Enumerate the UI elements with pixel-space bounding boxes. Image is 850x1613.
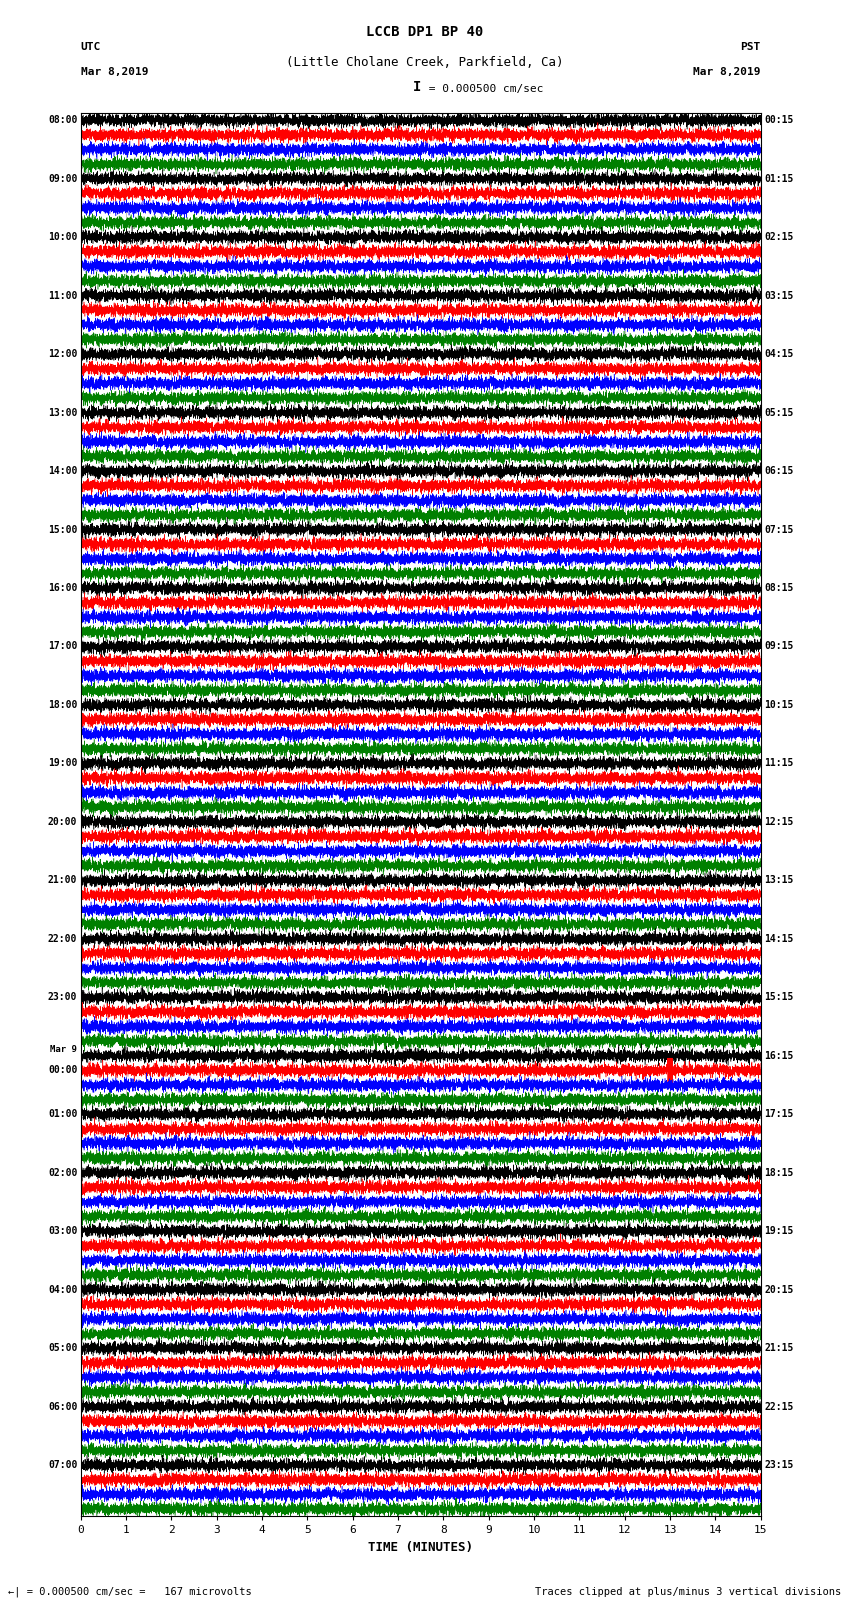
- Text: 03:00: 03:00: [48, 1226, 77, 1236]
- Text: Mar 9: Mar 9: [50, 1045, 77, 1055]
- Text: 18:00: 18:00: [48, 700, 77, 710]
- Text: 23:00: 23:00: [48, 992, 77, 1002]
- Text: 13:15: 13:15: [764, 876, 794, 886]
- Text: 22:00: 22:00: [48, 934, 77, 944]
- Text: 07:15: 07:15: [764, 524, 794, 534]
- Text: (Little Cholane Creek, Parkfield, Ca): (Little Cholane Creek, Parkfield, Ca): [286, 56, 564, 69]
- Text: 22:15: 22:15: [764, 1402, 794, 1411]
- Text: 02:15: 02:15: [764, 232, 794, 242]
- Text: 20:00: 20:00: [48, 816, 77, 827]
- Text: 09:15: 09:15: [764, 642, 794, 652]
- Text: 10:15: 10:15: [764, 700, 794, 710]
- Text: 05:15: 05:15: [764, 408, 794, 418]
- Text: 17:15: 17:15: [764, 1110, 794, 1119]
- Text: 13:00: 13:00: [48, 408, 77, 418]
- Text: 09:00: 09:00: [48, 174, 77, 184]
- Text: 23:15: 23:15: [764, 1460, 794, 1469]
- Text: 15:00: 15:00: [48, 524, 77, 534]
- Text: PST: PST: [740, 42, 761, 52]
- Text: UTC: UTC: [81, 42, 101, 52]
- Text: 08:15: 08:15: [764, 582, 794, 594]
- Text: 19:15: 19:15: [764, 1226, 794, 1236]
- Text: 02:00: 02:00: [48, 1168, 77, 1177]
- Text: 04:00: 04:00: [48, 1284, 77, 1295]
- Text: 20:15: 20:15: [764, 1284, 794, 1295]
- Text: 17:00: 17:00: [48, 642, 77, 652]
- Text: 18:15: 18:15: [764, 1168, 794, 1177]
- Text: 05:00: 05:00: [48, 1344, 77, 1353]
- Text: 06:00: 06:00: [48, 1402, 77, 1411]
- Text: 01:15: 01:15: [764, 174, 794, 184]
- Text: 14:15: 14:15: [764, 934, 794, 944]
- Text: 06:15: 06:15: [764, 466, 794, 476]
- Text: = 0.000500 cm/sec: = 0.000500 cm/sec: [422, 84, 544, 94]
- Text: 14:00: 14:00: [48, 466, 77, 476]
- Text: 12:00: 12:00: [48, 348, 77, 360]
- Text: 07:00: 07:00: [48, 1460, 77, 1469]
- Text: 15:15: 15:15: [764, 992, 794, 1002]
- Text: 11:00: 11:00: [48, 290, 77, 300]
- X-axis label: TIME (MINUTES): TIME (MINUTES): [368, 1540, 473, 1553]
- Text: Traces clipped at plus/minus 3 vertical divisions: Traces clipped at plus/minus 3 vertical …: [536, 1587, 842, 1597]
- Text: 16:00: 16:00: [48, 582, 77, 594]
- Text: 21:15: 21:15: [764, 1344, 794, 1353]
- Text: I: I: [412, 79, 421, 94]
- Text: 19:00: 19:00: [48, 758, 77, 768]
- Text: 21:00: 21:00: [48, 876, 77, 886]
- Text: 01:00: 01:00: [48, 1110, 77, 1119]
- Text: Mar 8,2019: Mar 8,2019: [81, 68, 148, 77]
- Text: 04:15: 04:15: [764, 348, 794, 360]
- Text: 08:00: 08:00: [48, 115, 77, 126]
- Text: 03:15: 03:15: [764, 290, 794, 300]
- Text: 11:15: 11:15: [764, 758, 794, 768]
- Text: ←| = 0.000500 cm/sec =   167 microvolts: ←| = 0.000500 cm/sec = 167 microvolts: [8, 1586, 252, 1597]
- Text: 16:15: 16:15: [764, 1050, 794, 1061]
- Text: LCCB DP1 BP 40: LCCB DP1 BP 40: [366, 24, 484, 39]
- Text: 00:00: 00:00: [48, 1065, 77, 1076]
- Text: 10:00: 10:00: [48, 232, 77, 242]
- Text: 12:15: 12:15: [764, 816, 794, 827]
- Text: 00:15: 00:15: [764, 115, 794, 126]
- Text: Mar 8,2019: Mar 8,2019: [694, 68, 761, 77]
